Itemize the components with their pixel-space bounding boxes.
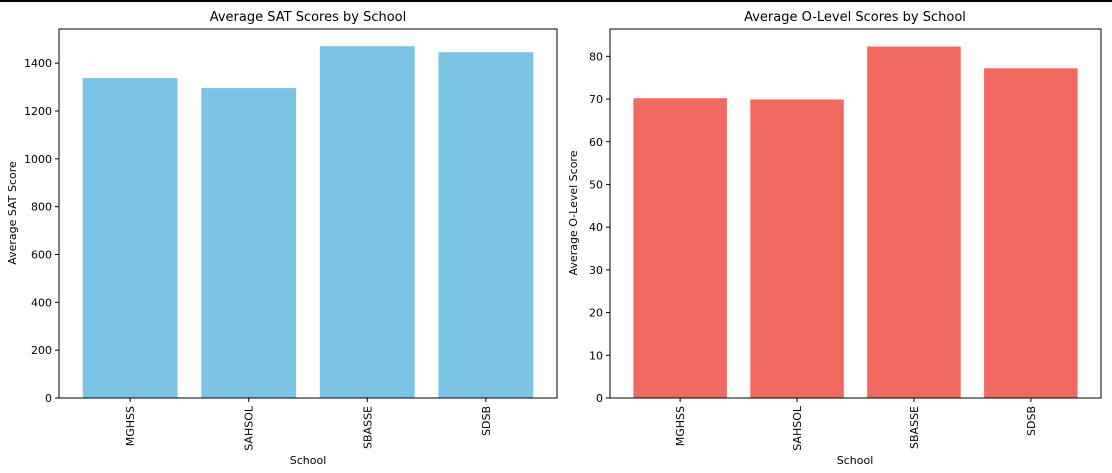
y-tick-label: 20 — [589, 307, 603, 320]
sat-chart: Average SAT Scores by School School Aver… — [6, 10, 558, 467]
y-ticks: 0 10 20 30 40 50 60 70 80 — [589, 50, 610, 405]
y-tick-label: 200 — [31, 344, 52, 357]
bar-sahsol — [750, 99, 844, 398]
x-tick-label: SDSB — [1025, 406, 1038, 436]
y-tick-label: 0 — [596, 392, 603, 405]
olevel-chart: Average O-Level Scores by School School … — [567, 10, 1102, 467]
x-tick-label: SBASSE — [908, 406, 921, 449]
bar-sbasse — [867, 46, 961, 399]
y-tick-label: 800 — [31, 201, 52, 214]
plot-frame — [609, 28, 1102, 399]
x-ticks: MGHSS SAHSOL SBASSE SDSB — [124, 398, 493, 451]
chart-title: Average SAT Scores by School — [210, 10, 407, 25]
bar-sahsol — [201, 88, 297, 398]
y-axis-label: Average SAT Score — [6, 161, 19, 265]
y-tick-label: 400 — [31, 296, 52, 309]
bar-sdsb — [984, 68, 1078, 399]
y-tick-label: 1400 — [24, 57, 52, 70]
bars — [633, 46, 1078, 399]
x-tick-label: SAHSOL — [243, 405, 256, 451]
bar-sbasse — [319, 46, 415, 398]
y-tick-label: 50 — [589, 178, 603, 191]
x-tick-label: SDSB — [480, 406, 493, 436]
plot-frame — [58, 28, 558, 399]
x-tick-label: MGHSS — [674, 406, 687, 446]
x-axis-label: School — [837, 454, 874, 467]
bars — [82, 46, 534, 398]
y-tick-label: 60 — [589, 136, 603, 149]
y-tick-label: 1000 — [24, 153, 52, 166]
bar-mghss — [633, 98, 727, 398]
x-tick-label: SAHSOL — [791, 405, 804, 451]
y-tick-label: 0 — [45, 392, 52, 405]
x-tick-label: MGHSS — [124, 406, 137, 446]
window-top-border — [0, 0, 1112, 2]
y-axis-label: Average O-Level Score — [567, 150, 580, 275]
y-ticks: 0 200 400 600 800 1000 1200 1400 — [24, 57, 59, 405]
x-tick-label: SBASSE — [361, 406, 374, 449]
y-tick-label: 600 — [31, 249, 52, 262]
y-tick-label: 1200 — [24, 105, 52, 118]
y-tick-label: 70 — [589, 93, 603, 106]
y-tick-label: 40 — [589, 221, 603, 234]
bar-sdsb — [438, 52, 534, 398]
y-tick-label: 30 — [589, 264, 603, 277]
x-axis-label: School — [290, 454, 327, 467]
bar-mghss — [82, 78, 178, 398]
y-tick-label: 80 — [589, 50, 603, 63]
x-ticks: MGHSS SAHSOL SBASSE SDSB — [674, 398, 1038, 451]
chart-title: Average O-Level Scores by School — [744, 10, 966, 25]
y-tick-label: 10 — [589, 349, 603, 362]
